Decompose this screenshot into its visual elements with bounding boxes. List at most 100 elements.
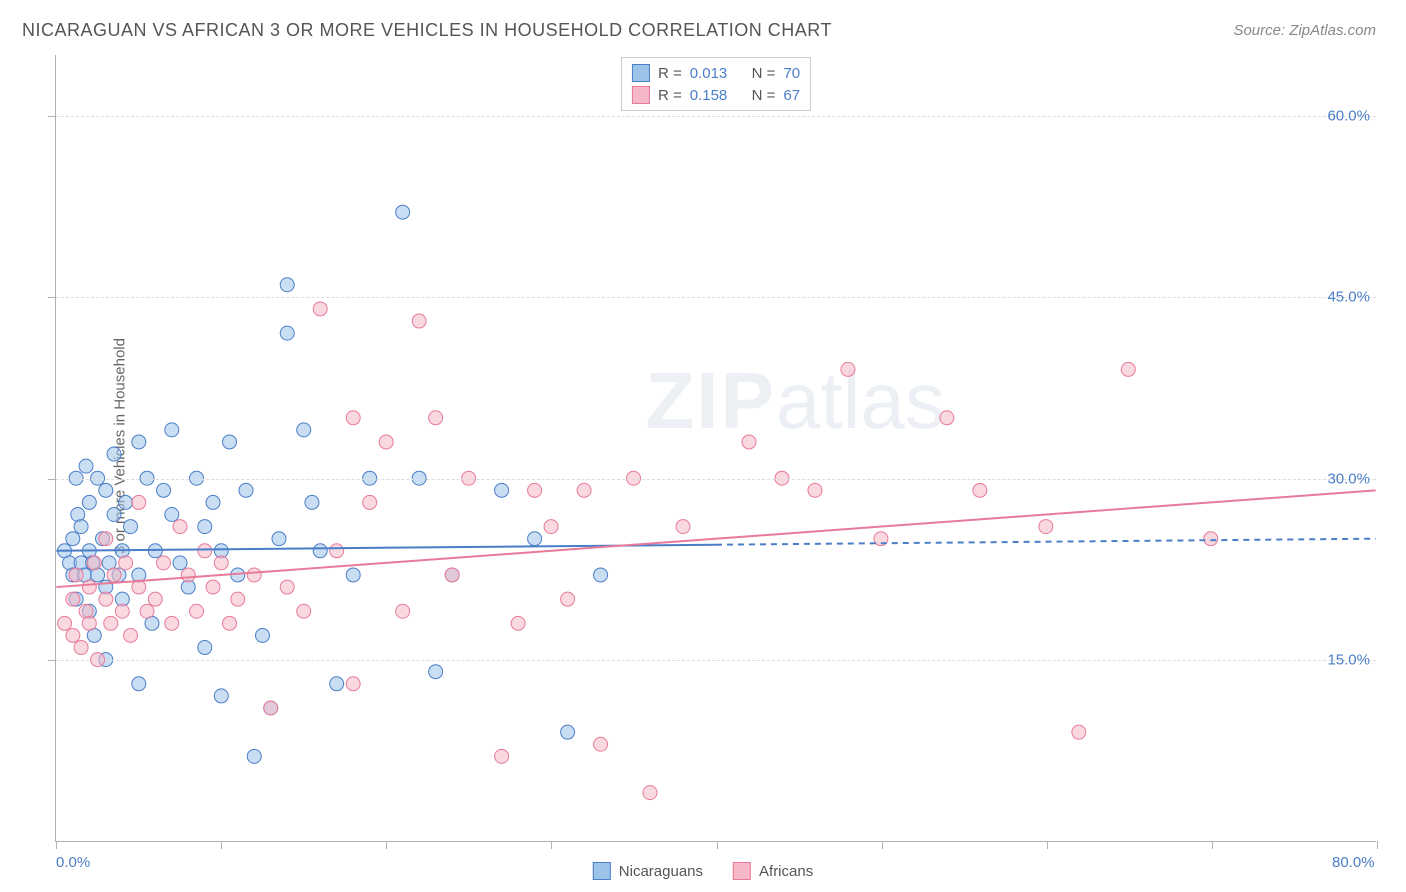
scatter-point <box>206 580 220 594</box>
scatter-point <box>742 435 756 449</box>
legend-swatch <box>593 862 611 880</box>
x-tick <box>1047 841 1048 849</box>
x-tick <box>221 841 222 849</box>
scatter-point <box>107 508 121 522</box>
scatter-point <box>239 483 253 497</box>
scatter-point <box>412 314 426 328</box>
scatter-point <box>1204 532 1218 546</box>
scatter-point <box>173 556 187 570</box>
scatter-point <box>181 568 195 582</box>
stat-n-label: N = <box>752 65 776 82</box>
legend-swatch <box>632 86 650 104</box>
scatter-point <box>264 701 278 715</box>
scatter-point <box>396 604 410 618</box>
scatter-point <box>495 749 509 763</box>
scatter-point <box>165 508 179 522</box>
scatter-point <box>157 556 171 570</box>
scatter-point <box>119 495 133 509</box>
scatter-point <box>973 483 987 497</box>
scatter-point <box>206 495 220 509</box>
scatter-point <box>82 495 96 509</box>
scatter-point <box>223 616 237 630</box>
trend-line <box>56 490 1375 587</box>
scatter-point <box>190 604 204 618</box>
scatter-point <box>940 411 954 425</box>
bottom-legend: Nicaraguans Africans <box>593 862 813 880</box>
scatter-point <box>643 786 657 800</box>
scatter-point <box>1072 725 1086 739</box>
scatter-point <box>594 737 608 751</box>
scatter-point <box>157 483 171 497</box>
scatter-point <box>132 435 146 449</box>
scatter-point <box>297 423 311 437</box>
stat-n-value: 67 <box>783 87 800 104</box>
gridline <box>56 660 1376 661</box>
gridline <box>56 116 1376 117</box>
scatter-point <box>223 435 237 449</box>
scatter-point <box>346 568 360 582</box>
x-tick <box>1377 841 1378 849</box>
scatter-point <box>445 568 459 582</box>
scatter-point <box>808 483 822 497</box>
scatter-point <box>396 205 410 219</box>
legend-swatch <box>733 862 751 880</box>
scatter-point <box>313 302 327 316</box>
scatter-point <box>841 362 855 376</box>
scatter-point <box>561 725 575 739</box>
scatter-point <box>214 689 228 703</box>
scatter-point <box>379 435 393 449</box>
scatter-point <box>132 495 146 509</box>
scatter-point <box>594 568 608 582</box>
scatter-point <box>124 628 138 642</box>
scatter-point <box>528 483 542 497</box>
y-tick-label: 30.0% <box>1327 470 1370 487</box>
scatter-svg <box>56 55 1376 841</box>
stat-n-value: 70 <box>783 65 800 82</box>
scatter-point <box>346 677 360 691</box>
legend-swatch <box>632 64 650 82</box>
scatter-point <box>198 544 212 558</box>
stat-r-label: R = <box>658 65 682 82</box>
stats-legend-box: R = 0.013 N = 70 R = 0.158 N = 67 <box>621 57 811 111</box>
stat-n-label: N = <box>752 87 776 104</box>
stat-r-value: 0.158 <box>690 87 728 104</box>
scatter-point <box>140 604 154 618</box>
scatter-point <box>66 532 80 546</box>
legend-label: Nicaraguans <box>619 863 703 880</box>
scatter-point <box>676 520 690 534</box>
stat-r-label: R = <box>658 87 682 104</box>
scatter-point <box>429 665 443 679</box>
scatter-point <box>132 677 146 691</box>
x-tick-label: 80.0% <box>1332 854 1375 871</box>
gridline <box>56 297 1376 298</box>
scatter-point <box>330 544 344 558</box>
legend-label: Africans <box>759 863 813 880</box>
gridline <box>56 479 1376 480</box>
scatter-point <box>528 532 542 546</box>
scatter-point <box>231 592 245 606</box>
scatter-point <box>330 677 344 691</box>
scatter-point <box>511 616 525 630</box>
scatter-point <box>495 483 509 497</box>
source-attribution: Source: ZipAtlas.com <box>1233 22 1376 39</box>
scatter-point <box>124 520 138 534</box>
scatter-point <box>297 604 311 618</box>
y-tick-label: 45.0% <box>1327 289 1370 306</box>
scatter-point <box>346 411 360 425</box>
scatter-point <box>280 580 294 594</box>
scatter-point <box>305 495 319 509</box>
trend-line-extension <box>716 539 1376 545</box>
chart-title: NICARAGUAN VS AFRICAN 3 OR MORE VEHICLES… <box>22 20 832 41</box>
y-tick <box>48 116 56 117</box>
scatter-point <box>99 592 113 606</box>
stats-row: R = 0.158 N = 67 <box>632 84 800 106</box>
scatter-point <box>66 628 80 642</box>
scatter-point <box>173 520 187 534</box>
chart-plot-area: ZIPatlas R = 0.013 N = 70 R = 0.158 N = … <box>55 55 1376 842</box>
x-tick-label: 0.0% <box>56 854 90 871</box>
scatter-point <box>214 556 228 570</box>
scatter-point <box>429 411 443 425</box>
scatter-point <box>82 580 96 594</box>
scatter-point <box>1121 362 1135 376</box>
scatter-point <box>198 641 212 655</box>
